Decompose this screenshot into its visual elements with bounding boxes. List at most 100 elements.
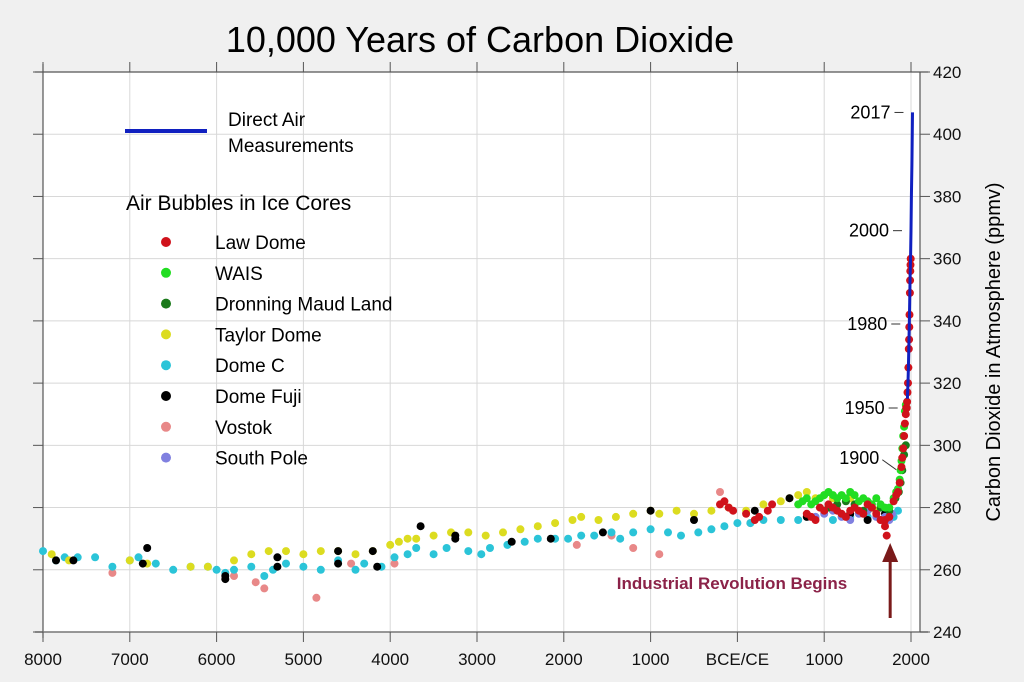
legend-label-south-pole: South Pole	[215, 449, 308, 470]
point-dome-fuji	[221, 575, 230, 584]
point-law-dome	[742, 509, 751, 518]
point-dome-c	[442, 544, 451, 552]
point-wais	[815, 494, 824, 503]
point-dome-c	[707, 525, 716, 534]
point-taylor-dome	[351, 550, 360, 559]
point-dome-c	[429, 550, 438, 559]
point-dome-c	[629, 528, 638, 537]
legend-label-dome-fuji: Dome Fuji	[215, 387, 302, 408]
point-taylor-dome	[759, 500, 768, 509]
legend-label-dronning-maud-land: Dronning Maud Land	[215, 295, 392, 316]
point-dome-c	[677, 531, 685, 540]
year-label: 1900	[839, 448, 879, 468]
point-taylor-dome	[282, 547, 290, 556]
x-tick-label: BCE/CE	[706, 650, 769, 669]
point-dome-fuji	[273, 562, 282, 571]
point-taylor-dome	[533, 522, 542, 531]
point-taylor-dome	[464, 528, 473, 537]
point-dome-c	[477, 550, 486, 559]
point-law-dome	[889, 497, 898, 506]
point-taylor-dome	[655, 509, 664, 518]
point-dome-c	[533, 534, 542, 543]
data-points	[39, 254, 915, 602]
year-label: 2000	[849, 221, 889, 241]
point-dome-fuji	[52, 556, 60, 565]
point-taylor-dome	[672, 506, 681, 515]
legend-items: Law Dome WAIS Dronning Maud Land Taylor Dom…	[161, 233, 392, 470]
point-dome-fuji	[273, 553, 282, 562]
point-dome-fuji	[646, 506, 655, 515]
point-law-dome	[859, 509, 868, 518]
point-law-dome	[841, 512, 850, 521]
y-tick-label: 280	[933, 499, 961, 518]
point-dome-fuji	[138, 559, 147, 568]
point-dome-c	[520, 537, 529, 546]
point-dome-fuji	[334, 559, 343, 568]
point-dome-c	[894, 506, 902, 515]
point-dome-fuji	[785, 494, 794, 503]
point-dome-c	[260, 572, 269, 580]
legend-label-dome-c: Dome C	[215, 356, 285, 377]
point-dome-fuji	[863, 516, 872, 524]
point-taylor-dome	[186, 562, 195, 571]
point-dome-c	[694, 528, 703, 537]
direct-air-line	[905, 112, 914, 399]
point-law-dome	[867, 503, 876, 512]
point-dome-c	[212, 565, 221, 574]
point-dome-c	[316, 565, 325, 574]
point-dome-fuji	[690, 516, 698, 524]
legend-label-vostok: Vostok	[215, 418, 273, 439]
point-dome-c	[151, 559, 160, 568]
point-wais	[885, 503, 894, 512]
legend-group-heading: Air Bubbles in Ice Cores	[126, 192, 351, 215]
legend-marker-dome-c	[161, 360, 171, 371]
point-dome-c	[247, 562, 256, 571]
y-tick-label: 360	[933, 250, 961, 269]
x-tick-label: 3000	[458, 650, 496, 669]
point-law-dome	[895, 478, 904, 487]
arrow-up-icon	[882, 543, 899, 618]
point-vostok	[347, 559, 356, 568]
point-dome-c	[720, 522, 729, 531]
x-tick-label: 5000	[284, 650, 322, 669]
x-axis-ticks: 8000 7000 6000 5000 4000 3000 2000 1000 BCE/CE 10…	[24, 62, 930, 669]
point-dome-c	[590, 531, 599, 540]
point-taylor-dome	[230, 556, 238, 565]
point-dome-fuji	[143, 544, 152, 552]
y-axis-ticks: 240 260 280 300 320 340 360 380 400 420	[33, 63, 961, 642]
point-law-dome	[902, 404, 911, 412]
point-taylor-dome	[499, 528, 507, 537]
point-dome-c	[351, 565, 360, 574]
chart-title: 10,000 Years of Carbon Dioxide	[226, 19, 734, 60]
y-tick-label: 260	[933, 561, 961, 580]
point-law-dome	[820, 506, 829, 515]
year-label: 1950	[845, 398, 885, 418]
industrial-annotation: Industrial Revolution Begins	[617, 543, 899, 618]
point-vostok	[312, 593, 321, 602]
point-wais	[841, 494, 850, 503]
point-law-dome	[897, 463, 906, 472]
point-dome-c	[664, 528, 672, 537]
point-taylor-dome	[690, 509, 698, 518]
point-taylor-dome	[299, 550, 308, 559]
x-tick-label: 2000	[892, 650, 930, 669]
point-dome-c	[733, 519, 742, 528]
point-vostok	[629, 544, 638, 552]
legend-direct-air-line2: Measurements	[228, 136, 354, 157]
x-tick-label: 1000	[805, 650, 843, 669]
point-law-dome	[881, 522, 889, 531]
point-law-dome	[882, 531, 891, 540]
point-dome-fuji	[368, 547, 377, 556]
point-taylor-dome	[429, 531, 438, 540]
y-tick-label: 380	[933, 187, 961, 206]
point-dome-c	[282, 559, 290, 568]
legend-marker-vostok	[161, 421, 171, 432]
point-dome-c	[403, 550, 412, 559]
point-dome-fuji	[546, 534, 555, 543]
point-law-dome	[900, 432, 909, 440]
point-dome-fuji	[451, 534, 460, 543]
point-taylor-dome	[568, 516, 577, 524]
point-law-dome	[900, 419, 909, 428]
point-dome-fuji	[69, 556, 78, 565]
x-tick-label: 6000	[198, 650, 236, 669]
